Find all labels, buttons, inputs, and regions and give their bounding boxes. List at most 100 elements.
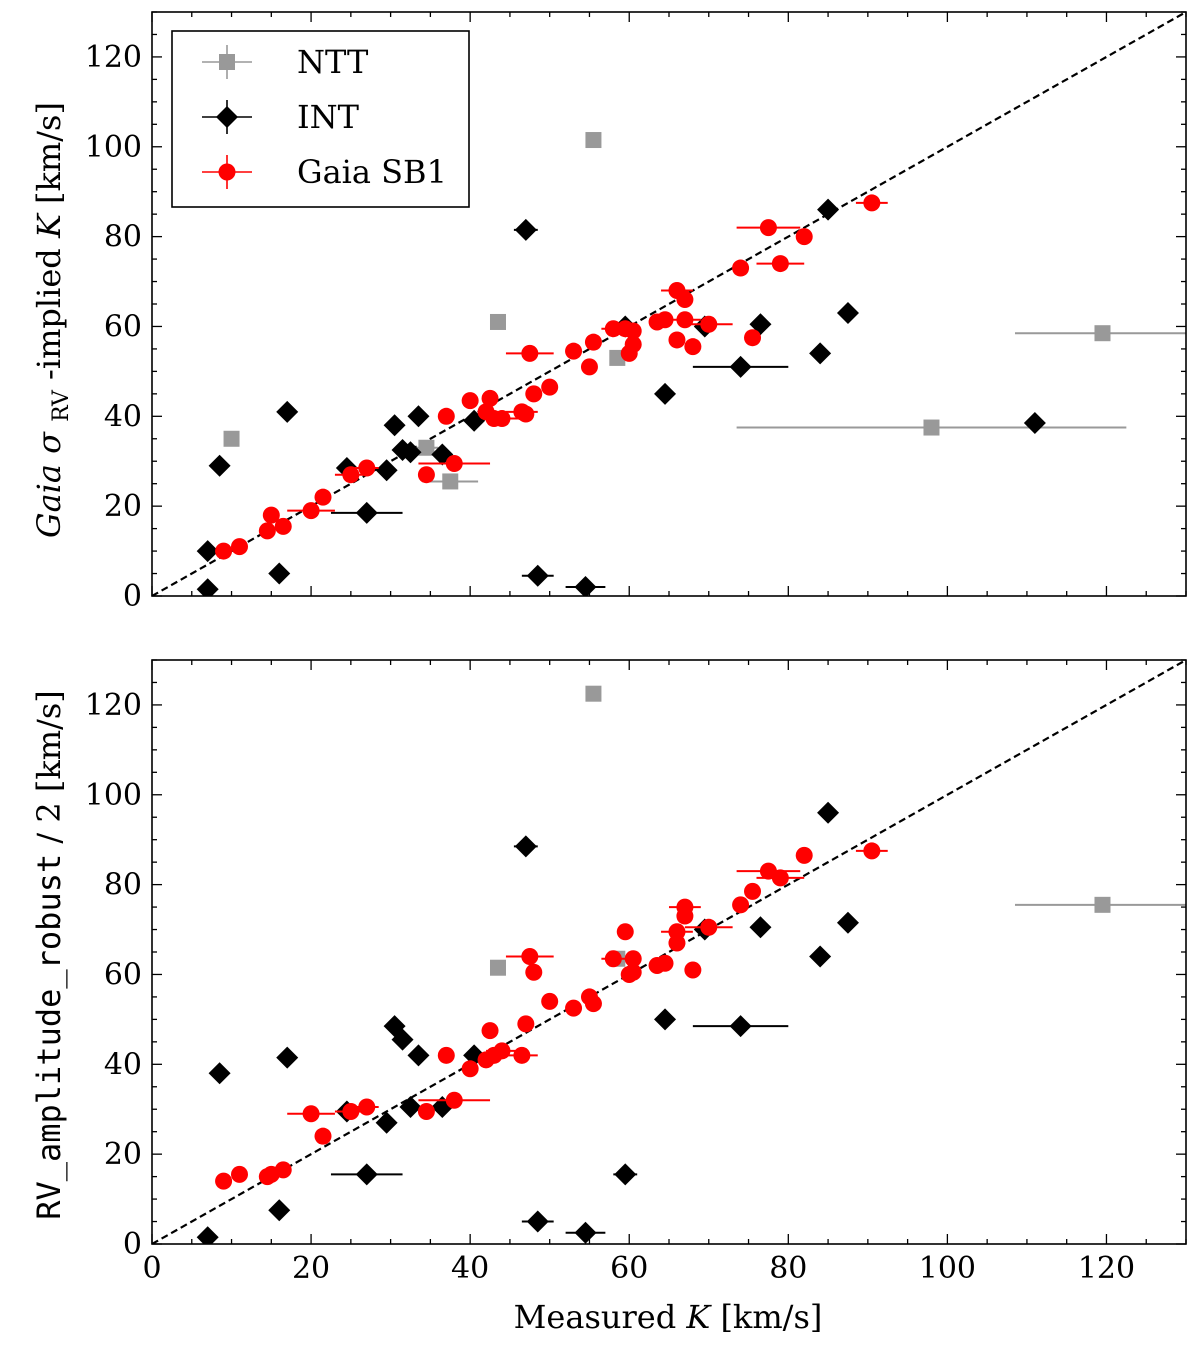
data-point-int: [268, 562, 291, 585]
y-tick-label: 0: [123, 579, 142, 614]
data-point-gaia-sb1: [580, 358, 598, 376]
data-point-ntt: [442, 473, 459, 490]
data-point-int: [399, 1095, 422, 1118]
legend-marker-ntt: [219, 54, 235, 70]
data-point-gaia-sb1: [676, 311, 694, 329]
data-point-gaia-sb1: [684, 961, 702, 979]
data-point-ntt: [923, 419, 940, 436]
y-tick-label: 60: [104, 309, 142, 344]
data-point-gaia-sb1: [461, 392, 479, 410]
data-point-gaia-sb1: [676, 291, 694, 309]
x-tick-label: 20: [292, 1251, 330, 1286]
data-point-int: [514, 218, 537, 241]
data-point-gaia-sb1: [656, 954, 674, 972]
one-to-one-line: [152, 660, 1186, 1244]
data-point-gaia-sb1: [302, 1105, 320, 1123]
data-point-int: [355, 501, 378, 524]
data-point-gaia-sb1: [624, 963, 642, 981]
data-point-gaia-sb1: [771, 869, 789, 887]
data-point-gaia-sb1: [358, 459, 376, 477]
data-point-int: [817, 801, 840, 824]
legend-label-ntt: NTT: [297, 43, 369, 81]
data-point-gaia-sb1: [795, 228, 813, 246]
data-point-gaia-sb1: [358, 1098, 376, 1116]
data-point-gaia-sb1: [624, 335, 642, 353]
x-tick-label: 0: [142, 1251, 161, 1286]
data-point-int: [399, 441, 422, 464]
data-point-ntt: [585, 685, 602, 702]
data-point-int: [614, 1163, 637, 1186]
data-point-int: [208, 1062, 231, 1085]
data-point-gaia-sb1: [541, 378, 559, 396]
bottom-panel-frame: [151, 659, 1187, 1245]
top-y-axis-label: Gaia σ RV -implied K [km/s]: [30, 102, 76, 538]
data-point-int: [375, 1111, 398, 1134]
data-point-gaia-sb1: [342, 1102, 360, 1120]
bottom-panel-ticks: 0 20 40 60 80 100 120 0 20 40 60 80 100 120: [85, 659, 1187, 1286]
data-point-int: [729, 1015, 752, 1038]
data-point-int: [514, 835, 537, 858]
data-point-gaia-sb1: [274, 1161, 292, 1179]
data-point-gaia-sb1: [604, 320, 622, 338]
data-point-gaia-sb1: [437, 407, 455, 425]
data-point-gaia-sb1: [461, 1060, 479, 1078]
data-point-gaia-sb1: [521, 947, 539, 965]
data-point-int: [196, 578, 219, 596]
data-point-gaia-sb1: [314, 1127, 332, 1145]
y-tick-label: 120: [85, 40, 142, 75]
top-panel-frame: [151, 11, 1187, 597]
data-point-int: [654, 382, 677, 405]
legend-entry-gaia-sb1: Gaia SB1: [202, 153, 447, 191]
data-point-gaia-sb1: [481, 389, 499, 407]
data-point-gaia-sb1: [302, 502, 320, 520]
data-point-gaia-sb1: [493, 1042, 511, 1060]
top-panel-marks: [152, 12, 1186, 596]
data-point-gaia-sb1: [584, 995, 602, 1013]
y-tick-label: 40: [104, 399, 142, 434]
data-point-int: [729, 355, 752, 378]
data-point-gaia-sb1: [684, 338, 702, 356]
data-point-gaia-sb1: [517, 405, 535, 423]
data-point-gaia-sb1: [732, 259, 750, 277]
data-point-int: [526, 564, 549, 587]
series-gaia-sb1: [215, 842, 888, 1190]
data-point-ntt: [223, 430, 240, 447]
data-point-gaia-sb1: [700, 918, 718, 936]
data-point-int: [809, 945, 832, 968]
y-tick-label: 40: [104, 1047, 142, 1082]
data-point-gaia-sb1: [624, 950, 642, 968]
data-point-gaia-sb1: [656, 311, 674, 329]
top-panel: 0 20 40 60 80 100 120 Gaia σ RV -implied K [km…: [30, 11, 1187, 614]
data-point-gaia-sb1: [445, 454, 463, 472]
legend-marker-gaia-sb1: [218, 163, 236, 181]
data-point-gaia-sb1: [616, 923, 634, 941]
data-point-gaia-sb1: [513, 1046, 531, 1064]
bottom-panel: 0 20 40 60 80 100 120 0 20 40 60 80 100 120 RV_amplit…: [30, 659, 1187, 1336]
data-point-gaia-sb1: [565, 342, 583, 360]
data-point-int: [196, 1226, 219, 1244]
data-point-int: [1023, 412, 1046, 435]
data-point-int: [391, 1028, 414, 1051]
data-point-int: [654, 1008, 677, 1031]
data-point-gaia-sb1: [759, 219, 777, 237]
data-point-gaia-sb1: [215, 1172, 233, 1190]
data-point-int: [276, 1046, 299, 1069]
y-tick-label: 100: [85, 778, 142, 813]
data-point-gaia-sb1: [676, 907, 694, 925]
data-point-gaia-sb1: [517, 1015, 535, 1033]
data-point-gaia-sb1: [863, 842, 881, 860]
data-point-gaia-sb1: [262, 506, 280, 524]
data-point-int: [208, 454, 231, 477]
x-tick-label: 80: [769, 1251, 807, 1286]
series-ntt: [489, 685, 1186, 976]
data-point-gaia-sb1: [795, 846, 813, 864]
data-point-gaia-sb1: [417, 466, 435, 484]
y-tick-label: 80: [104, 220, 142, 255]
legend-entry-int: INT: [202, 98, 360, 136]
data-point-gaia-sb1: [624, 322, 642, 340]
data-point-gaia-sb1: [541, 992, 559, 1010]
data-point-gaia-sb1: [481, 1022, 499, 1040]
x-tick-label: 40: [451, 1251, 489, 1286]
y-tick-label: 80: [104, 868, 142, 903]
